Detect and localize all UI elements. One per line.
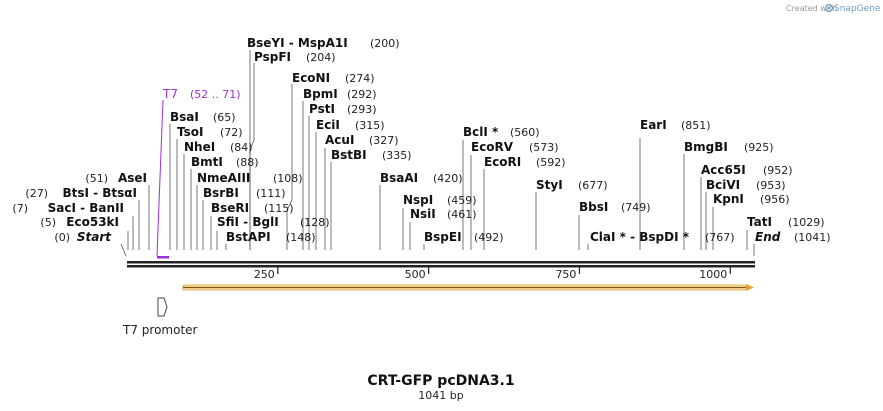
site-styi-name: StyI (536, 178, 563, 192)
site-psti-pos: (293) (347, 103, 377, 116)
site-nhei-pos: (84) (230, 141, 253, 154)
ruler-ticks: 250 500 750 1000 (254, 267, 731, 281)
site-acc65i-name: Acc65I (701, 163, 746, 177)
site-bcivi-pos: (953) (756, 179, 786, 192)
ruler-label-750: 750 (555, 268, 576, 281)
site-bstapi-pos: (148) (286, 231, 316, 244)
site-bstbi-name: BstBI (331, 148, 367, 162)
site-bmgbi-name: BmgBI (684, 140, 728, 154)
site-nmeaiii-name: NmeAIII (197, 171, 250, 185)
orf-arrow (182, 284, 754, 291)
site-clai-name: ClaI * - BspDI * (590, 230, 690, 244)
site-bmti-pos: (88) (236, 156, 259, 169)
site-ecorv-pos: (573) (529, 141, 559, 154)
t7-label: T7 (162, 87, 178, 101)
ruler-label-250: 250 (254, 268, 275, 281)
site-nspi-pos: (459) (447, 194, 477, 207)
site-bseyi-name: BseYI - MspA1I (247, 36, 348, 50)
site-bcivi-name: BciVI (706, 178, 740, 192)
site-bstapi-name: BstAPI (226, 230, 271, 244)
site-ecorv-name: EcoRV (471, 140, 514, 154)
site-start-name: Start (77, 230, 112, 244)
site-tati-pos: (1029) (788, 216, 825, 229)
site-bsaai-name: BsaAI (380, 171, 418, 185)
site-bsrbi-pos: (111) (256, 187, 286, 200)
site-psti-name: PstI (309, 102, 335, 116)
site-bspei-pos: (492) (474, 231, 504, 244)
snapgene-logo-icon (824, 3, 834, 13)
site-bbsi-name: BbsI (579, 200, 608, 214)
site-pspfi-pos: (204) (306, 51, 336, 64)
site-nmeaiii-pos: (108) (273, 172, 303, 185)
site-bstbi-pos: (335) (382, 149, 412, 162)
site-bseyi-pos: (200) (370, 37, 400, 50)
site-end-pos: (1041) (794, 231, 831, 244)
site-bbsi-pos: (749) (621, 201, 651, 214)
site-saci-pos: (7) (12, 202, 28, 215)
site-tsoi-pos: (72) (220, 126, 243, 139)
site-bcli-name: BclI * (463, 125, 499, 139)
ruler-label-1000: 1000 (699, 268, 727, 281)
site-econi-pos: (274) (345, 72, 375, 85)
site-nsii-pos: (461) (447, 208, 477, 221)
site-eari-pos: (851) (681, 119, 711, 132)
site-btsi-pos: (27) (25, 187, 48, 200)
site-labels: BseYI - MspA1I (200) PspFI (204) EcoNI (… (12, 36, 830, 244)
site-bpmi-name: BpmI (303, 87, 338, 101)
t7-promoter-label: T7 promoter (122, 323, 198, 337)
t7-promoter-icon (157, 297, 168, 317)
site-bcli-pos: (560) (510, 126, 540, 139)
site-ecori-pos: (592) (536, 156, 566, 169)
site-clai-pos: (767) (705, 231, 735, 244)
site-bseri-pos: (115) (264, 202, 294, 215)
site-acc65i-pos: (952) (763, 164, 793, 177)
site-bmgbi-pos: (925) (744, 141, 774, 154)
site-ecii-pos: (315) (355, 119, 385, 132)
site-kpni-pos: (956) (760, 193, 790, 206)
site-bsaai-pos: (420) (433, 172, 463, 185)
site-pspfi-name: PspFI (254, 50, 291, 64)
site-ecori-name: EcoRI (484, 155, 521, 169)
site-bsai-pos: (65) (213, 111, 236, 124)
t7-leader (156, 99, 169, 259)
site-eco53ki-name: Eco53kI (66, 215, 119, 229)
site-asei-pos: (51) (85, 172, 108, 185)
site-eco53ki-pos: (5) (40, 216, 56, 229)
site-bsai-name: BsaI (170, 110, 199, 124)
site-end-name: End (755, 230, 781, 244)
map-length: 1041 bp (418, 389, 463, 402)
site-saci-name: SacI - BanII (48, 201, 124, 215)
site-asei-name: AseI (118, 171, 147, 185)
site-eari-name: EarI (640, 118, 667, 132)
site-nhei-name: NheI (184, 140, 215, 154)
ruler-label-500: 500 (405, 268, 426, 281)
site-acui-name: AcuI (325, 133, 354, 147)
site-kpni-name: KpnI (713, 192, 744, 206)
dna-backbone (127, 261, 755, 268)
site-start-pos: (0) (54, 231, 70, 244)
site-acui-pos: (327) (369, 134, 399, 147)
site-connectors (120, 50, 755, 257)
site-ecii-name: EciI (316, 118, 340, 132)
site-sfii-pos: (128) (300, 216, 330, 229)
site-bpmi-pos: (292) (347, 88, 377, 101)
site-tati-name: TatI (747, 215, 772, 229)
credit-prefix: Created with (786, 4, 837, 13)
site-btsi-name: BtsI - BtsαI (62, 186, 137, 200)
site-nsii-name: NsiI (410, 207, 436, 221)
credit-brand: SnapGene (834, 4, 881, 14)
site-bseri-name: BseRI (211, 201, 249, 215)
site-bspei-name: BspEI (424, 230, 462, 244)
site-bmti-name: BmtI (191, 155, 223, 169)
site-bsrbi-name: BsrBI (203, 186, 239, 200)
t7-range: (52 .. 71) (190, 88, 241, 101)
site-styi-pos: (677) (578, 179, 608, 192)
map-title: CRT-GFP pcDNA3.1 (367, 373, 514, 389)
site-sfii-name: SfiI - BglI (217, 215, 279, 229)
site-tsoi-name: TsoI (177, 125, 203, 139)
site-econi-name: EcoNI (292, 71, 330, 85)
site-nspi-name: NspI (403, 193, 433, 207)
